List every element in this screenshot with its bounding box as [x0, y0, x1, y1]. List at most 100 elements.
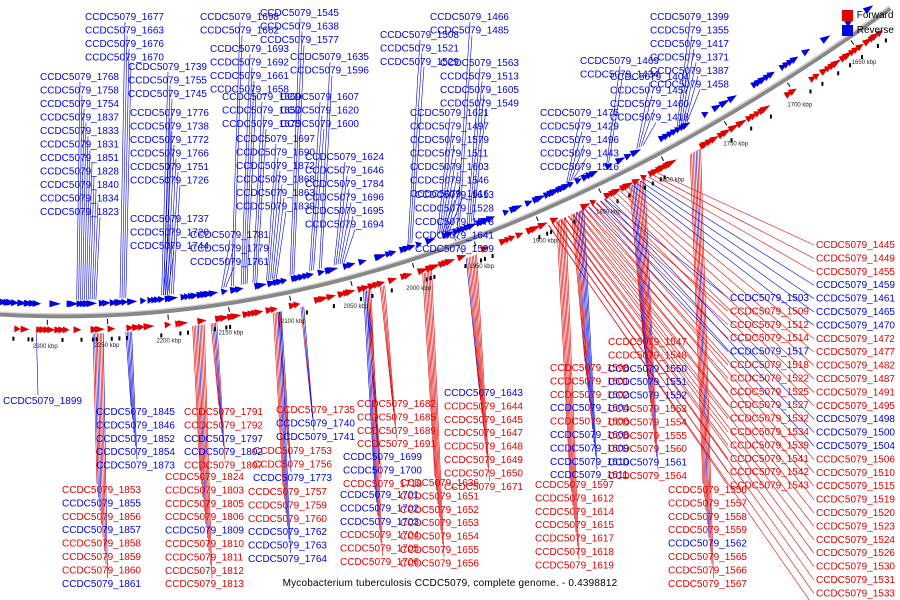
forward-gene-arrow: [589, 199, 597, 207]
forward-leader-line: [568, 215, 729, 419]
feature-tick-mark: [91, 337, 94, 342]
forward-gene-label: CCDC5079_1859: [62, 552, 141, 563]
reverse-gene-arrow: [588, 170, 599, 178]
feature-tick-mark: [821, 81, 824, 86]
forward-gene-arrow: [444, 259, 456, 266]
reverse-gene-arrow: [280, 277, 288, 285]
forward-gene-label: CCDC5079_1650: [444, 468, 523, 479]
reverse-gene-label: CCDC5079_1497: [410, 122, 489, 133]
forward-gene-arrow: [58, 326, 67, 334]
forward-gene-arrow: [855, 43, 864, 52]
forward-gene-arrow: [480, 246, 489, 253]
feature-tick-mark: [464, 264, 467, 269]
reverse-gene-arrow: [766, 71, 775, 79]
forward-leader-line: [698, 149, 713, 565]
reverse-gene-arrow: [415, 241, 422, 249]
forward-gene-label: CCDC5079_1566: [668, 565, 747, 576]
scale-tick-label: 1800 kbp: [660, 177, 685, 183]
reverse-gene-label: CCDC5079_1768: [40, 72, 119, 83]
forward-leader-line: [92, 333, 98, 485]
reverse-gene-label: CCDC5079_1546: [410, 176, 489, 187]
feature-tick-mark: [332, 304, 335, 309]
forward-leader-line: [560, 219, 575, 520]
forward-leader-line: [616, 192, 815, 380]
reverse-leader-line: [242, 67, 253, 285]
reverse-gene-arrow: [466, 223, 477, 231]
reverse-gene-label: CCDC5079_1837: [40, 113, 119, 124]
reverse-gene-label: CCDC5079_1607: [280, 92, 359, 103]
reverse-gene-arrow: [511, 205, 523, 213]
reverse-gene-label: CCDC5079_1758: [40, 86, 119, 97]
forward-gene-label: CCDC5079_1449: [816, 253, 895, 264]
forward-gene-label: CCDC5079_1648: [444, 442, 523, 453]
forward-leader-line: [423, 272, 437, 491]
reverse-gene-label: CCDC5079_1466: [430, 12, 509, 23]
reverse-gene-arrow: [614, 157, 626, 165]
reverse-leader-line: [244, 80, 255, 285]
scale-tick: [473, 241, 477, 247]
reverse-leader-line: [643, 179, 657, 457]
reverse-leader-line: [274, 197, 285, 279]
reverse-leader-line: [76, 81, 81, 300]
forward-gene-label: CCDC5079_1564: [608, 471, 687, 482]
forward-gene-label: CCDC5079_1644: [444, 401, 523, 412]
forward-gene-label: CCDC5079_1858: [62, 539, 141, 550]
forward-gene-arrow: [197, 317, 207, 325]
forward-gene-label: CCDC5079_1542: [730, 467, 809, 478]
reverse-gene-arrow: [674, 127, 682, 134]
forward-gene-label: CCDC5079_1813: [165, 579, 244, 590]
forward-leader-line: [596, 202, 729, 326]
reverse-gene-label: CCDC5079_1823: [40, 207, 119, 218]
forward-leader-line: [369, 289, 382, 543]
reverse-gene-arrow: [534, 195, 546, 203]
forward-gene-arrow: [759, 105, 771, 114]
reverse-gene-label: CCDC5079_1700: [343, 465, 422, 476]
forward-gene-label: CCDC5079_1530: [816, 562, 895, 573]
feature-tick-mark: [225, 325, 228, 330]
reverse-gene-arrow: [718, 99, 730, 109]
forward-leader-line: [203, 324, 213, 579]
feature-tick-mark: [809, 89, 812, 94]
forward-gene-arrow: [727, 124, 740, 133]
reverse-gene-arrow: [711, 104, 722, 113]
forward-leader-line: [552, 223, 815, 594]
feature-tick-mark: [305, 310, 308, 315]
reverse-leader-line: [93, 203, 99, 300]
forward-leader-line: [425, 272, 439, 504]
reverse-gene-label: CCDC5079_1764: [248, 554, 327, 565]
reverse-gene-label: CCDC5079_1434: [580, 70, 659, 81]
forward-gene-arrow: [376, 280, 386, 288]
forward-leader-line: [564, 217, 815, 554]
forward-gene-label: CCDC5079_1718: [343, 479, 422, 490]
scale-tick-label: 2300 kbp: [33, 344, 58, 350]
reverse-gene-label: CCDC5079_1458: [650, 80, 729, 91]
forward-gene-label: CCDC5079_1705: [340, 544, 419, 555]
reverse-gene-label: CCDC5079_1692: [210, 58, 289, 69]
forward-gene-arrow: [73, 326, 82, 334]
scale-tick: [786, 82, 791, 88]
reverse-gene-arrow: [524, 200, 533, 208]
reverse-gene-arrow: [208, 290, 218, 298]
forward-leader-line: [279, 311, 290, 459]
reverse-leader-line: [333, 161, 346, 266]
reverse-leader-line: [444, 213, 458, 233]
forward-gene-label: CCDC5079_1805: [165, 499, 244, 510]
forward-gene-label: CCDC5079_1597: [535, 480, 614, 491]
reverse-leader-line: [240, 53, 251, 285]
reverse-gene-label: CCDC5079_1461: [816, 294, 895, 305]
figure-caption: Mycobacterium tuberculosis CCDC5079, com…: [282, 578, 618, 589]
forward-leader-line: [193, 325, 202, 485]
forward-gene-label: CCDC5079_1519: [816, 495, 895, 506]
forward-leader-line: [473, 255, 487, 455]
reverse-gene-label: CCDC5079_1779: [190, 244, 269, 255]
forward-gene-label: CCDC5079_1602: [550, 390, 629, 401]
forward-gene-label: CCDC5079_1548: [608, 350, 687, 361]
legend: Forward Reverse: [841, 8, 894, 38]
feature-tick-mark: [651, 181, 654, 186]
reverse-gene-arrow: [121, 298, 129, 306]
reverse-gene-label: CCDC5079_1513: [440, 72, 519, 83]
forward-gene-label: CCDC5079_1533: [816, 588, 895, 599]
forward-leader-line: [571, 214, 586, 363]
forward-gene-label: CCDC5079_1757: [248, 487, 327, 498]
forward-gene-label: CCDC5079_1477: [816, 347, 895, 358]
